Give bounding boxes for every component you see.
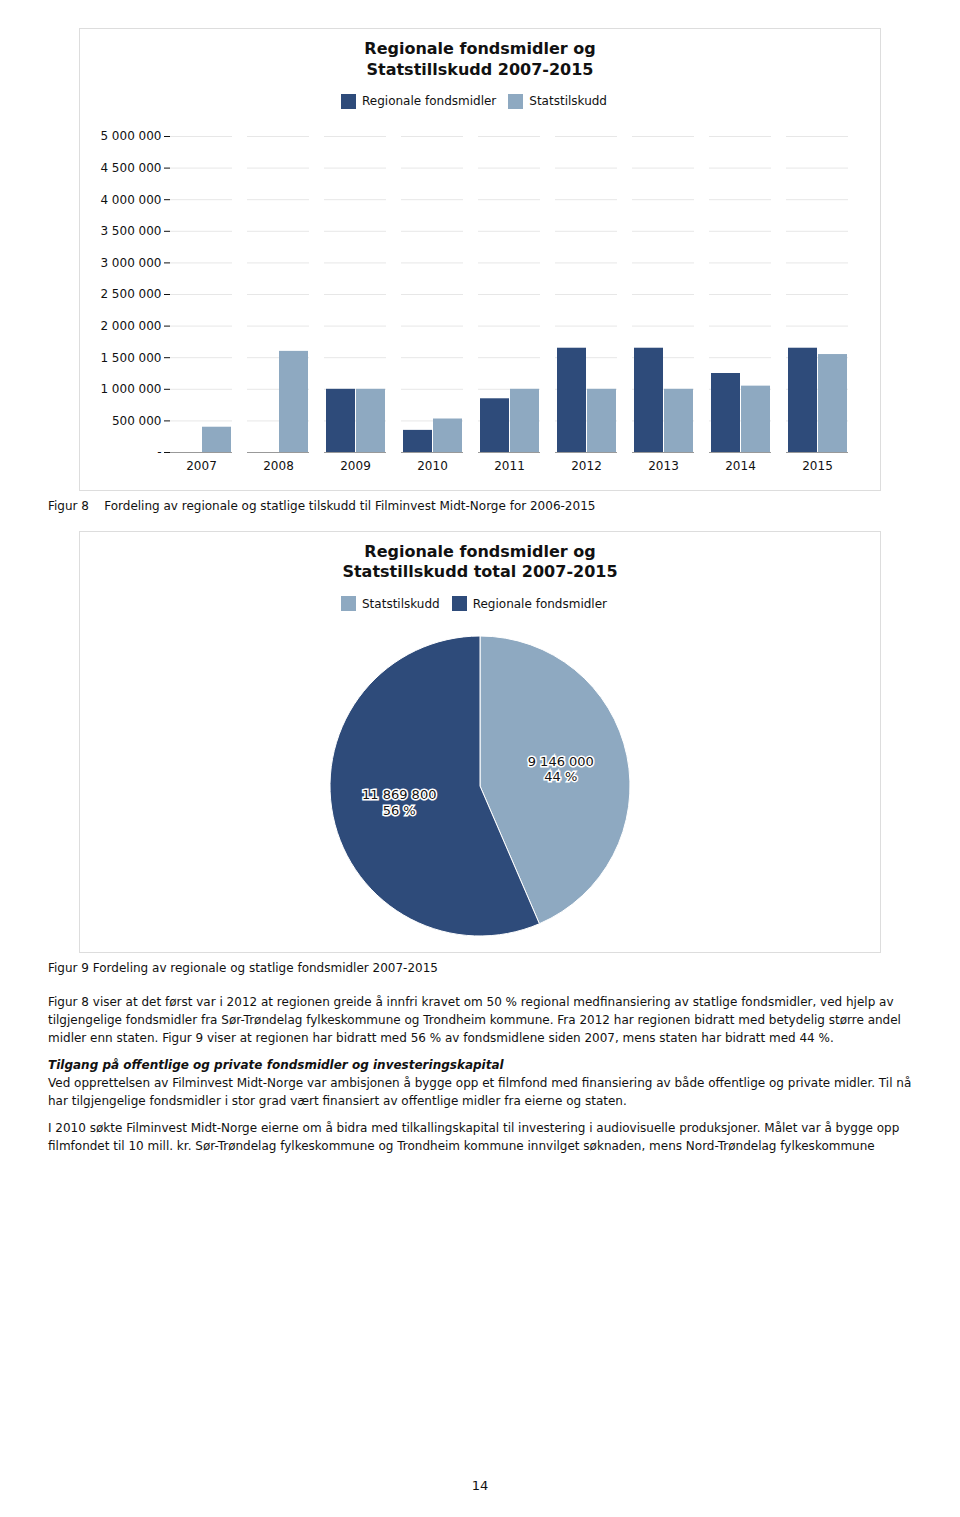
svg-text:2008: 2008 bbox=[263, 459, 294, 473]
svg-text:3 500 000: 3 500 000 bbox=[100, 224, 161, 238]
html-text:Tilgang på offentlige og priva: Tilgang på offentlige og private fondsmi… bbox=[48, 1058, 504, 1073]
html-text:Regionale fondsmidler og Stats: Regionale fondsmidler og Statstillskudd … bbox=[364, 39, 596, 79]
svg-text:2007: 2007 bbox=[186, 459, 217, 473]
svg-text:2 000 000: 2 000 000 bbox=[100, 319, 161, 333]
svg-text:9 146 00044 %: 9 146 00044 % bbox=[528, 754, 594, 785]
html-text:Figur 9 Fordeling av regionale: Figur 9 Fordeling av regionale og statli… bbox=[48, 961, 438, 976]
html-text:Regionale fondsmidler: Regionale fondsmidler bbox=[472, 596, 607, 611]
html-text:14: 14 bbox=[471, 1478, 489, 1493]
html-text:Figur 8 viser at det først var: Figur 8 viser at det først var i 2012 at… bbox=[48, 995, 901, 1046]
html-text:Figur 8 Fordeling av regionale: Figur 8 Fordeling av regionale og statli… bbox=[48, 498, 596, 513]
svg-text:-: - bbox=[157, 445, 161, 459]
svg-text:2012: 2012 bbox=[571, 459, 602, 473]
svg-text:2015: 2015 bbox=[802, 459, 833, 473]
svg-text:11 869 80056 %: 11 869 80056 % bbox=[362, 787, 436, 818]
svg-text:1 000 000: 1 000 000 bbox=[100, 382, 161, 396]
html-text:Regionale fondsmidler: Regionale fondsmidler bbox=[362, 94, 497, 109]
html-text:Statstilskudd: Statstilskudd bbox=[362, 596, 440, 611]
html-text:Statstilskudd: Statstilskudd bbox=[529, 94, 607, 109]
svg-text:5 000 000: 5 000 000 bbox=[100, 129, 161, 143]
svg-text:4 500 000: 4 500 000 bbox=[100, 161, 161, 175]
svg-text:2013: 2013 bbox=[648, 459, 679, 473]
svg-text:4 000 000: 4 000 000 bbox=[100, 192, 161, 206]
svg-text:2010: 2010 bbox=[417, 459, 448, 473]
svg-text:1 500 000: 1 500 000 bbox=[100, 350, 161, 364]
html-text:I 2010 søkte Filminvest Midt-N: I 2010 søkte Filminvest Midt-Norge eiern… bbox=[48, 1121, 900, 1154]
svg-text:2014: 2014 bbox=[725, 459, 756, 473]
svg-text:2009: 2009 bbox=[340, 459, 371, 473]
svg-text:500 000: 500 000 bbox=[112, 413, 162, 427]
svg-text:3 000 000: 3 000 000 bbox=[100, 255, 161, 269]
html-text:Ved opprettelsen av Filminvest: Ved opprettelsen av Filminvest Midt-Norg… bbox=[48, 1076, 912, 1109]
svg-text:2 500 000: 2 500 000 bbox=[100, 287, 161, 301]
html-text:Regionale fondsmidler og Stats: Regionale fondsmidler og Statstillskudd … bbox=[342, 541, 618, 582]
svg-text:2011: 2011 bbox=[494, 459, 525, 473]
